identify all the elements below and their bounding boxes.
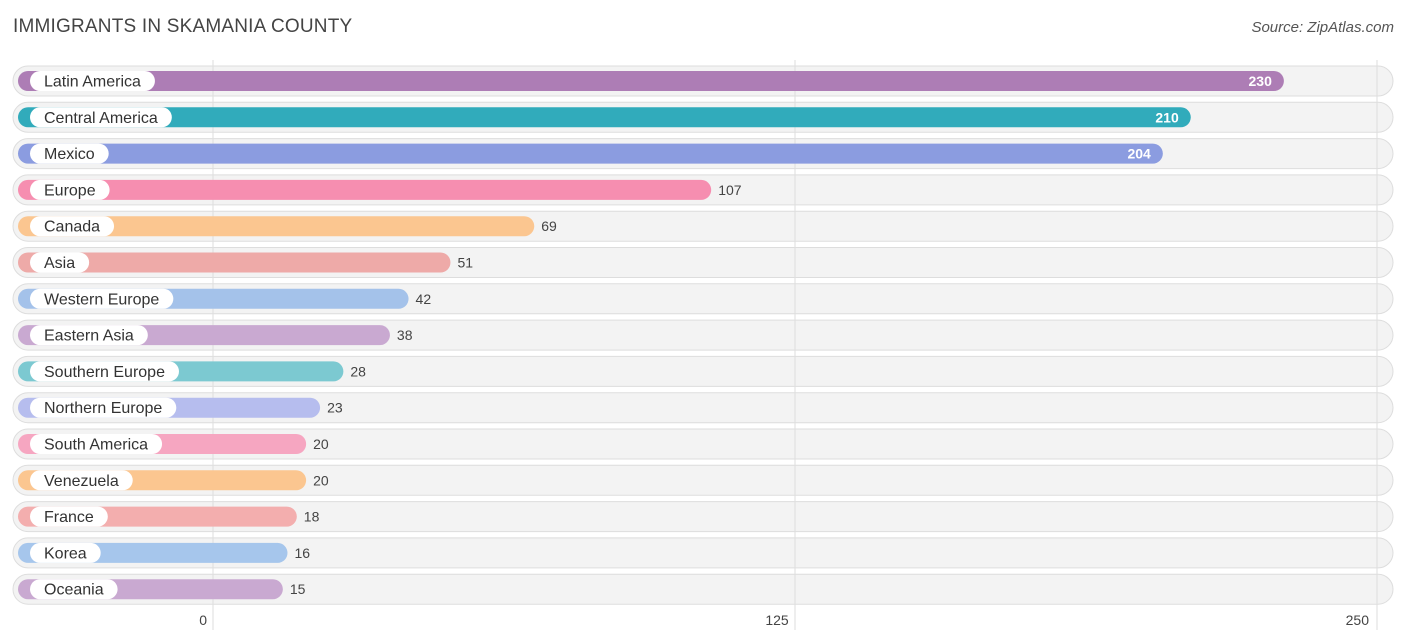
category-label: South America bbox=[44, 437, 148, 454]
category-label: Western Europe bbox=[44, 291, 159, 308]
row-background bbox=[12, 573, 1394, 605]
value-label: 28 bbox=[350, 363, 366, 379]
source-credit: Source: ZipAtlas.com bbox=[1251, 19, 1394, 36]
bar bbox=[18, 216, 535, 237]
value-label: 20 bbox=[313, 436, 329, 452]
category-label: Mexico bbox=[44, 146, 95, 163]
x-tick-label: 250 bbox=[1346, 612, 1370, 628]
value-label: 107 bbox=[718, 182, 742, 198]
bar bbox=[18, 107, 1191, 128]
value-label: 16 bbox=[294, 545, 310, 561]
value-label: 18 bbox=[304, 509, 320, 525]
bar-group: Oceania 15 bbox=[18, 579, 306, 600]
bar bbox=[18, 179, 712, 200]
label-pill bbox=[30, 506, 108, 527]
value-label: 69 bbox=[541, 218, 557, 234]
row-background bbox=[12, 501, 1394, 533]
value-label: 210 bbox=[1155, 109, 1179, 125]
label-pill bbox=[30, 542, 101, 563]
value-label: 15 bbox=[290, 581, 306, 597]
bar bbox=[18, 252, 451, 273]
category-label: Canada bbox=[44, 219, 100, 236]
label-pill bbox=[30, 288, 174, 309]
bar-group: Central America 210 bbox=[18, 107, 1191, 128]
label-pill bbox=[30, 579, 118, 600]
label-pill bbox=[30, 252, 90, 273]
bar-group: Mexico 204 bbox=[18, 143, 1163, 164]
label-pill bbox=[30, 361, 179, 382]
chart-title: IMMIGRANTS IN SKAMANIA COUNTY bbox=[13, 16, 353, 37]
bar-group: Northern Europe 23 bbox=[18, 397, 343, 418]
bar-group: Western Europe 42 bbox=[18, 288, 432, 309]
bar-group: South America 20 bbox=[18, 434, 329, 454]
label-pill bbox=[30, 434, 163, 454]
label-pill bbox=[30, 107, 172, 128]
category-label: Korea bbox=[44, 545, 87, 562]
row-background bbox=[12, 392, 1394, 424]
value-label: 38 bbox=[397, 327, 413, 343]
label-pill bbox=[30, 179, 110, 200]
bar-group: Europe 107 bbox=[18, 179, 742, 200]
category-label: Eastern Asia bbox=[44, 328, 134, 345]
bar-group: France 18 bbox=[18, 506, 320, 527]
value-label: 42 bbox=[416, 291, 432, 307]
label-pill bbox=[30, 143, 109, 164]
category-label: Europe bbox=[44, 182, 96, 199]
value-label: 230 bbox=[1249, 73, 1273, 89]
row-background bbox=[12, 537, 1394, 569]
bar-group: Southern Europe 28 bbox=[18, 361, 366, 382]
value-label: 204 bbox=[1127, 146, 1151, 162]
value-label: 23 bbox=[327, 400, 343, 416]
row-background bbox=[12, 355, 1394, 387]
label-pill bbox=[30, 397, 177, 418]
category-label: Northern Europe bbox=[44, 400, 162, 417]
value-label: 51 bbox=[457, 255, 473, 271]
label-pill bbox=[30, 216, 115, 237]
bar-group: Venezuela 20 bbox=[18, 470, 329, 491]
chart-bars: Latin America 230 Central America 210 Mexico… bbox=[18, 71, 1284, 600]
category-label: Latin America bbox=[44, 74, 141, 91]
category-label: Southern Europe bbox=[44, 364, 165, 381]
category-label: Asia bbox=[44, 255, 75, 272]
x-tick-label: 0 bbox=[199, 612, 207, 628]
bar-group: Asia 51 bbox=[18, 252, 473, 273]
category-label: Central America bbox=[44, 110, 158, 127]
category-label: Oceania bbox=[44, 582, 104, 599]
category-label: Venezuela bbox=[44, 473, 119, 490]
label-pill bbox=[30, 325, 148, 346]
bar-group: Korea 16 bbox=[18, 542, 310, 563]
category-label: France bbox=[44, 509, 94, 526]
label-pill bbox=[30, 470, 133, 491]
value-label: 20 bbox=[313, 472, 329, 488]
row-background bbox=[12, 464, 1394, 496]
label-pill bbox=[30, 71, 155, 91]
bar-group: Latin America 230 bbox=[18, 71, 1284, 91]
row-background bbox=[12, 428, 1394, 460]
bar-group: Eastern Asia 38 bbox=[18, 325, 413, 346]
bar bbox=[18, 71, 1284, 91]
x-tick-label: 125 bbox=[765, 612, 789, 628]
bar bbox=[18, 143, 1163, 164]
bar-group: Canada 69 bbox=[18, 216, 557, 237]
axis-ticks: 0 125 250 bbox=[199, 612, 1369, 628]
